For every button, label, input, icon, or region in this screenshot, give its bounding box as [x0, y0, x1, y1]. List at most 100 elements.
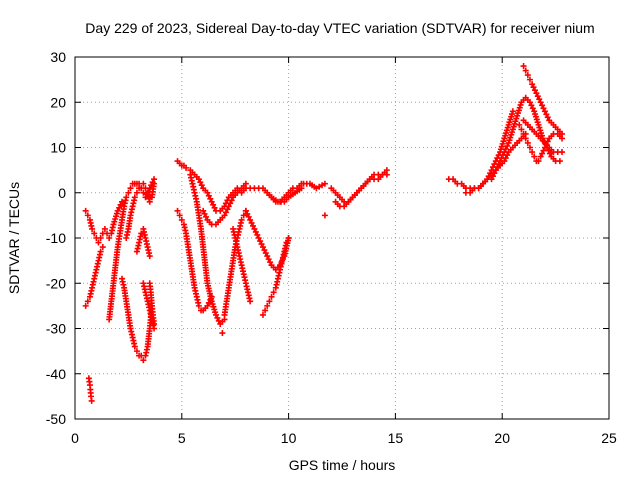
data-point — [520, 130, 527, 137]
data-point — [524, 72, 531, 79]
series-arc-mid-4 — [200, 180, 249, 228]
data-point — [529, 105, 536, 112]
data-point — [544, 114, 551, 121]
y-tick-label: -40 — [46, 366, 66, 382]
data-point — [539, 102, 546, 109]
series-early-isolated — [85, 375, 95, 404]
data-point — [531, 153, 538, 160]
data-point — [84, 212, 91, 219]
y-tick-label: 20 — [50, 94, 66, 110]
data-point — [524, 139, 531, 146]
data-point — [530, 84, 537, 91]
data-point — [541, 108, 548, 115]
series-arc-early-8 — [146, 280, 158, 327]
data-point — [494, 164, 501, 171]
data-point — [82, 207, 89, 214]
data-point — [259, 311, 266, 318]
data-point — [133, 189, 140, 196]
data-point — [127, 185, 134, 192]
data-point — [142, 185, 149, 192]
data-point — [531, 87, 538, 94]
data-point — [178, 216, 185, 223]
data-point — [176, 212, 183, 219]
data-point — [106, 235, 113, 241]
data-point — [198, 182, 205, 189]
chart-title: Day 229 of 2023, Sidereal Day-to-day VTE… — [85, 20, 594, 36]
data-point — [204, 189, 211, 196]
data-point — [88, 397, 95, 404]
series-arc-late-2 — [321, 212, 328, 219]
data-point — [140, 357, 147, 364]
data-point — [509, 108, 516, 115]
series-arc-early-2 — [82, 244, 106, 309]
data-point — [91, 230, 98, 237]
data-point — [268, 293, 275, 300]
x-tick-label: 20 — [494, 430, 510, 446]
x-tick-label: 5 — [178, 430, 186, 446]
y-tick-label: 30 — [50, 49, 66, 65]
data-point — [82, 302, 89, 309]
data-point — [224, 206, 231, 213]
axis-ticks: 0 5 10 15 20 25 30 20 10 0 -10 -20 -30 -40 -50 — [46, 49, 617, 446]
grid — [75, 57, 609, 419]
data-point — [491, 170, 498, 177]
data-point — [183, 164, 190, 171]
data-point — [245, 213, 252, 220]
data-point — [533, 90, 540, 97]
data-point — [497, 158, 504, 165]
y-tick-label: -20 — [46, 275, 66, 291]
y-tick-label: -10 — [46, 230, 66, 246]
data-point — [534, 93, 541, 100]
data-point — [556, 158, 563, 165]
series-arc-mid-3 — [187, 171, 228, 327]
data-point — [117, 201, 124, 208]
data-point — [265, 256, 272, 263]
series-arc-mid-10 — [264, 180, 305, 205]
data-point — [267, 259, 274, 266]
data-point — [125, 189, 132, 196]
data-point — [546, 150, 553, 157]
data-point — [205, 192, 212, 199]
series-arc-early-7 — [133, 225, 153, 260]
data-point — [251, 225, 258, 232]
data-point — [123, 194, 130, 201]
x-tick-label: 0 — [71, 430, 79, 446]
data-point — [285, 235, 292, 241]
data-point — [247, 298, 254, 305]
data-point — [259, 244, 266, 251]
data-point — [195, 176, 202, 183]
series-arc-mid-5 — [219, 330, 226, 337]
data-point — [131, 194, 138, 201]
data-point — [146, 198, 153, 205]
data-point — [264, 302, 271, 309]
data-point — [197, 179, 204, 186]
data-point — [255, 235, 262, 241]
data-point — [501, 149, 508, 156]
data-point — [212, 311, 219, 318]
data-point — [559, 130, 566, 137]
y-tick-label: 10 — [50, 140, 66, 156]
data-point — [502, 146, 509, 153]
data-point — [535, 158, 542, 165]
y-tick-label: -50 — [46, 411, 66, 427]
data-point — [116, 204, 123, 211]
data-point — [543, 111, 550, 118]
data-point — [559, 149, 566, 156]
data-point — [492, 167, 499, 174]
data-point — [489, 173, 496, 180]
data-point — [537, 99, 544, 106]
series-arc-late-9 — [520, 63, 566, 137]
data-point — [89, 225, 96, 232]
data-point — [242, 207, 249, 214]
data-point — [254, 231, 261, 238]
data-point — [222, 209, 229, 216]
data-point — [204, 302, 211, 309]
data-point — [214, 314, 221, 321]
data-point — [174, 207, 181, 214]
series-arc-late-10 — [520, 117, 566, 156]
data-point — [151, 320, 158, 327]
series-arc-late-4 — [332, 171, 390, 210]
y-axis-label: SDTVAR / TECUs — [6, 182, 22, 294]
data-point — [208, 198, 215, 205]
